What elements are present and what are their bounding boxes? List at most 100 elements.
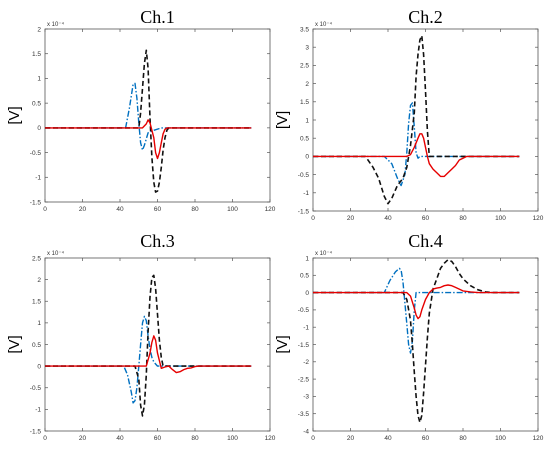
- chart-3-series-3-line: [45, 335, 252, 374]
- chart-2-series-3-line: [313, 133, 520, 178]
- chart-3-ytick-label: 2.5: [32, 255, 41, 262]
- chart-2-ytick-label: 3.5: [300, 26, 309, 33]
- chart-2-series-1-line: [313, 102, 520, 187]
- chart-3-title: Ch.3: [140, 231, 175, 251]
- chart-2-xtick-label: 100: [495, 215, 506, 222]
- chart-1-series-1-line: [45, 82, 252, 151]
- chart-2-ytick-label: -1.5: [298, 208, 310, 215]
- chart-4-ytick-label: -1: [303, 325, 309, 332]
- chart-1-ytick-label: 0: [37, 125, 41, 132]
- chart-1-panel: Ch.1 x 10⁻⁴ [V] 0 20 40 60 80 100 120 -1.5 -1 -0.5 0 0…: [6, 7, 276, 213]
- chart-2-ylabel: [V]: [274, 111, 291, 129]
- chart-3-axes-box: [44, 257, 271, 432]
- chart-4-title: Ch.4: [408, 231, 443, 251]
- chart-4-ytick-label: -3.5: [298, 411, 310, 418]
- chart-3-series-2-line: [45, 274, 252, 417]
- chart-2-ytick-label: 2.5: [300, 63, 309, 70]
- chart-4-ylabel: [V]: [274, 335, 291, 353]
- chart-4-series-2-line: [313, 258, 520, 424]
- chart-4-xtick-label: 0: [311, 435, 315, 442]
- chart-4-series-3-line: [313, 284, 520, 320]
- chart-4-exponent-label: x 10⁻⁴: [315, 250, 333, 257]
- chart-3-ytick-label: -0.5: [30, 385, 42, 392]
- chart-2-exponent-label: x 10⁻⁴: [315, 21, 333, 28]
- chart-1-xtick-label: 100: [227, 206, 238, 213]
- chart-3-ylabel: [V]: [6, 335, 23, 353]
- chart-2-ytick-label: 0: [305, 154, 309, 161]
- chart-2-ytick-label: 2: [305, 81, 309, 88]
- chart-3-exponent-label: x 10⁻⁴: [47, 250, 65, 257]
- chart-4-axes-box: [312, 257, 539, 432]
- chart-2-xtick-label: 0: [311, 215, 315, 222]
- chart-4-series-1-line: [313, 267, 520, 354]
- chart-4-xtick-label: 60: [422, 435, 430, 442]
- chart-4-panel: Ch.4 x 10⁻⁴ [V] 0 20 40 60 80 100 120 -4 -3.5 -3 -2.5…: [274, 231, 544, 442]
- chart-4-ytick-label: -3: [303, 394, 309, 401]
- chart-1-axes-box: [44, 28, 271, 203]
- chart-1-ytick-label: 1.5: [32, 51, 41, 58]
- chart-3-ytick-label: 0.5: [32, 342, 41, 349]
- chart-2-ytick-label: 1: [305, 117, 309, 124]
- chart-4-ytick-label: -2: [303, 359, 309, 366]
- chart-1-ytick-label: -0.5: [30, 150, 42, 157]
- chart-1-xtick-label: 20: [79, 206, 87, 213]
- chart-2-ytick-label: -0.5: [298, 172, 310, 179]
- chart-1-ytick-label: 0.5: [32, 100, 41, 107]
- chart-3-series-1-line: [45, 315, 252, 404]
- chart-2-title: Ch.2: [408, 7, 443, 27]
- chart-2-axes-box: [312, 28, 539, 212]
- chart-2-ytick-label: 0.5: [300, 136, 309, 143]
- chart-1-ytick-label: 2: [37, 26, 41, 33]
- chart-1-ylabel: [V]: [6, 106, 23, 124]
- chart-3-ytick-label: 1: [37, 320, 41, 327]
- chart-4-ytick-label: 0.5: [300, 273, 309, 280]
- chart-4-ytick-label: -1.5: [298, 342, 310, 349]
- chart-2-xtick-label: 60: [422, 215, 430, 222]
- chart-3-xtick-label: 40: [116, 435, 124, 442]
- chart-4-xtick-label: 120: [533, 435, 544, 442]
- chart-4-xtick-label: 20: [347, 435, 355, 442]
- chart-1-series-2-line: [45, 49, 252, 193]
- chart-4-ytick-label: -4: [303, 428, 309, 435]
- chart-2-xtick-label: 120: [533, 215, 544, 222]
- chart-2-series-2-line: [313, 34, 520, 205]
- chart-3-xtick-label: 80: [191, 435, 199, 442]
- chart-1-ytick-label: -1.5: [30, 199, 42, 206]
- chart-1-series-3-line: [45, 119, 252, 160]
- chart-1-xtick-label: 40: [116, 206, 124, 213]
- chart-3-xtick-label: 120: [265, 435, 276, 442]
- chart-4-xtick-label: 80: [459, 435, 467, 442]
- chart-2-panel: Ch.2 x 10⁻⁴ [V] 0 20 40 60 80 100 120 -1.5 -1 -0.5 0 0…: [274, 7, 544, 222]
- chart-1-xtick-label: 120: [265, 206, 276, 213]
- chart-4-ytick-label: -0.5: [298, 307, 310, 314]
- chart-2-ytick-label: 1.5: [300, 99, 309, 106]
- chart-4-xtick-label: 100: [495, 435, 506, 442]
- chart-4-ytick-label: -2.5: [298, 376, 310, 383]
- chart-3-xtick-label: 20: [79, 435, 87, 442]
- chart-3-ytick-label: 2: [37, 277, 41, 284]
- chart-1-xtick-label: 80: [191, 206, 199, 213]
- chart-1-exponent-label: x 10⁻⁴: [47, 21, 65, 28]
- chart-4-xtick-label: 40: [384, 435, 392, 442]
- chart-1-ytick-label: -1: [35, 175, 41, 182]
- chart-1-xtick-label: 60: [154, 206, 162, 213]
- chart-3-xtick-label: 60: [154, 435, 162, 442]
- chart-4-ytick-label: 1: [305, 255, 309, 262]
- chart-3-xtick-label: 100: [227, 435, 238, 442]
- chart-2-ytick-label: 3: [305, 45, 309, 52]
- chart-2-ytick-label: -1: [303, 190, 309, 197]
- chart-2-xtick-label: 40: [384, 215, 392, 222]
- chart-1-title: Ch.1: [140, 7, 175, 27]
- chart-2-xtick-label: 80: [459, 215, 467, 222]
- chart-3-xtick-label: 0: [43, 435, 47, 442]
- chart-1-xtick-label: 0: [43, 206, 47, 213]
- chart-3-ytick-label: -1.5: [30, 428, 42, 435]
- chart-3-panel: Ch.3 x 10⁻⁴ [V] 0 20 40 60 80 100 120 -1.5 -1 -0.5 0 0…: [6, 231, 276, 442]
- chart-3-ytick-label: -1: [35, 407, 41, 414]
- chart-3-ytick-label: 1.5: [32, 299, 41, 306]
- chart-1-ytick-label: 1: [37, 76, 41, 83]
- chart-3-ytick-label: 0: [37, 363, 41, 370]
- chart-4-ytick-label: 0: [305, 290, 309, 297]
- chart-2-xtick-label: 20: [347, 215, 355, 222]
